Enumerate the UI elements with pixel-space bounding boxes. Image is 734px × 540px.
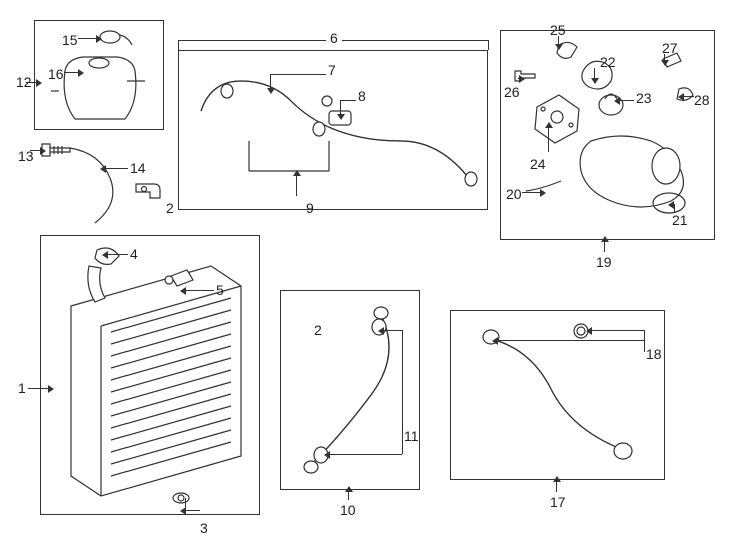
leader-18a — [592, 330, 644, 331]
callout-28: 28 — [694, 92, 710, 108]
callout-26: 26 — [504, 84, 520, 100]
callout-1: 1 — [18, 380, 26, 396]
callout-23: 23 — [636, 90, 652, 106]
bracket-2a-drawing — [130, 178, 170, 208]
leader-15 — [78, 38, 96, 39]
leader-11v — [402, 330, 403, 454]
leader-18b — [498, 340, 644, 341]
leader-28 — [684, 96, 694, 97]
callout-19: 19 — [596, 254, 612, 270]
callout-12: 12 — [16, 74, 32, 90]
leader-24 — [548, 128, 549, 152]
panel-17 — [450, 310, 665, 480]
leader-8 — [340, 100, 341, 114]
callout-10: 10 — [340, 502, 356, 518]
leader-1 — [28, 388, 48, 389]
leader-22 — [594, 68, 595, 78]
callout-2: 2 — [314, 322, 322, 338]
leader-11b — [330, 454, 402, 455]
leader-6r — [342, 40, 488, 41]
leader-8h — [340, 100, 356, 101]
panel-1 — [40, 235, 260, 515]
callout-24: 24 — [530, 156, 546, 172]
radiator-drawing — [41, 236, 261, 516]
leader-7 — [270, 74, 271, 88]
callout-18: 18 — [646, 346, 662, 362]
leader-14 — [106, 168, 128, 169]
leader-3v — [185, 498, 186, 510]
callout-4: 4 — [130, 246, 138, 262]
leader-6vl — [178, 40, 179, 50]
callout-8: 8 — [358, 88, 366, 104]
callout-2: 2 — [166, 200, 174, 216]
leader-9 — [296, 176, 297, 196]
leader-18v — [644, 330, 645, 352]
leader-7h — [270, 74, 326, 75]
callout-15: 15 — [62, 32, 78, 48]
callout-5: 5 — [216, 282, 224, 298]
callout-14: 14 — [130, 160, 146, 176]
panel-10 — [280, 290, 420, 490]
leader-5 — [186, 290, 214, 291]
leader-4 — [108, 254, 128, 255]
callout-17: 17 — [550, 494, 566, 510]
callout-9: 9 — [306, 200, 314, 216]
leader-16 — [64, 72, 78, 73]
callout-16: 16 — [48, 66, 64, 82]
leader-3 — [186, 510, 200, 511]
leader-23 — [620, 100, 634, 101]
callout-22: 22 — [600, 54, 616, 70]
lower-hose-drawing — [281, 291, 421, 491]
callout-20: 20 — [506, 186, 522, 202]
callout-11: 11 — [404, 428, 419, 444]
callout-13: 13 — [18, 148, 34, 164]
leader-21 — [674, 204, 675, 212]
leader-20 — [522, 192, 540, 193]
callout-6: 6 — [330, 30, 338, 46]
callout-21: 21 — [672, 212, 688, 228]
callout-27: 27 — [662, 40, 678, 56]
leader-26 — [518, 78, 519, 79]
leader-6vr — [488, 40, 489, 50]
callout-25: 25 — [550, 22, 566, 38]
callout-3: 3 — [200, 520, 208, 536]
leader-11a — [384, 330, 402, 331]
leader-17 — [556, 482, 557, 492]
callout-7: 7 — [328, 62, 336, 78]
leader-10 — [348, 492, 349, 500]
leader-19 — [604, 242, 605, 252]
upper-hose-drawing — [451, 311, 666, 481]
leader-6l — [178, 40, 326, 41]
